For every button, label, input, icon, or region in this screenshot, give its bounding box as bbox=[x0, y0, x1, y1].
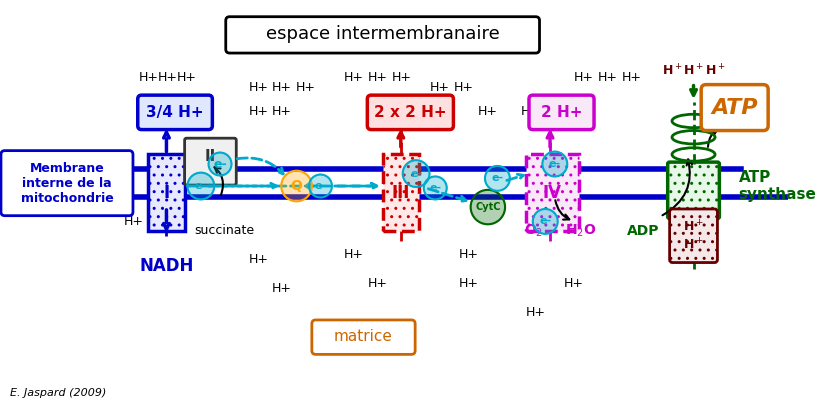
Text: H+: H+ bbox=[478, 105, 498, 118]
Circle shape bbox=[542, 152, 567, 176]
Circle shape bbox=[424, 176, 447, 199]
Text: ATP
synthase: ATP synthase bbox=[738, 170, 817, 202]
Text: H+: H+ bbox=[248, 105, 269, 118]
FancyBboxPatch shape bbox=[148, 154, 185, 231]
Text: H+: H+ bbox=[621, 71, 641, 84]
Text: H+: H+ bbox=[248, 81, 269, 94]
Text: H+: H+ bbox=[176, 71, 197, 84]
Text: H+: H+ bbox=[454, 81, 474, 94]
Circle shape bbox=[188, 173, 214, 199]
Text: H+: H+ bbox=[564, 277, 584, 290]
FancyBboxPatch shape bbox=[670, 209, 718, 263]
Text: H+: H+ bbox=[391, 71, 412, 84]
Text: H+: H+ bbox=[138, 71, 158, 84]
Text: e-: e- bbox=[410, 168, 422, 178]
Circle shape bbox=[281, 171, 311, 201]
FancyBboxPatch shape bbox=[701, 85, 768, 131]
Text: espace intermembranaire: espace intermembranaire bbox=[266, 25, 499, 43]
Text: Q: Q bbox=[291, 179, 302, 193]
FancyBboxPatch shape bbox=[138, 95, 213, 130]
Text: H$^+$H$^+$H$^+$: H$^+$H$^+$H$^+$ bbox=[662, 63, 725, 79]
Text: 2 H+: 2 H+ bbox=[541, 105, 583, 120]
Text: H+: H+ bbox=[296, 81, 316, 94]
FancyBboxPatch shape bbox=[1, 151, 133, 216]
FancyBboxPatch shape bbox=[526, 154, 578, 231]
Text: H+: H+ bbox=[272, 282, 293, 295]
FancyBboxPatch shape bbox=[185, 138, 236, 185]
Text: e-: e- bbox=[315, 181, 326, 191]
FancyBboxPatch shape bbox=[226, 17, 540, 53]
Text: E. Jaspard (2009): E. Jaspard (2009) bbox=[10, 388, 106, 398]
Text: H$^+$
H$^+$: H$^+$ H$^+$ bbox=[683, 219, 704, 252]
Text: ATP: ATP bbox=[711, 98, 758, 118]
Text: II: II bbox=[205, 149, 216, 164]
Text: H+: H+ bbox=[344, 249, 364, 261]
Text: matrice: matrice bbox=[334, 329, 393, 344]
Text: e-: e- bbox=[549, 159, 561, 169]
Text: H$_2$O: H$_2$O bbox=[565, 223, 597, 239]
Text: H+: H+ bbox=[368, 277, 388, 290]
Text: e-: e- bbox=[429, 183, 442, 193]
Text: H+: H+ bbox=[521, 105, 541, 118]
Text: CytC: CytC bbox=[475, 202, 501, 212]
Circle shape bbox=[485, 166, 510, 191]
Text: H+: H+ bbox=[344, 71, 364, 84]
Text: e-: e- bbox=[194, 181, 207, 191]
Text: H+: H+ bbox=[574, 71, 593, 84]
FancyBboxPatch shape bbox=[667, 162, 719, 219]
FancyBboxPatch shape bbox=[382, 154, 419, 231]
Circle shape bbox=[309, 175, 332, 198]
Text: NADH: NADH bbox=[139, 257, 194, 275]
Text: 2 x 2 H+: 2 x 2 H+ bbox=[374, 105, 447, 120]
Text: H+: H+ bbox=[157, 71, 177, 84]
Text: H+: H+ bbox=[272, 81, 293, 94]
Circle shape bbox=[471, 190, 505, 224]
Text: ADP: ADP bbox=[626, 224, 659, 238]
Text: IV: IV bbox=[543, 184, 562, 202]
Text: Membrane
interne de la
mitochondrie: Membrane interne de la mitochondrie bbox=[21, 162, 114, 205]
Text: O$_2$: O$_2$ bbox=[524, 223, 543, 239]
Text: e-: e- bbox=[539, 216, 551, 226]
Text: e-: e- bbox=[305, 181, 317, 191]
Text: H+: H+ bbox=[368, 71, 388, 84]
Text: 3/4 H+: 3/4 H+ bbox=[146, 105, 204, 120]
FancyBboxPatch shape bbox=[368, 95, 453, 130]
Text: H+: H+ bbox=[124, 215, 144, 228]
Text: H+: H+ bbox=[459, 277, 479, 290]
FancyBboxPatch shape bbox=[311, 320, 415, 354]
Circle shape bbox=[403, 160, 429, 187]
Text: H+: H+ bbox=[459, 249, 479, 261]
FancyBboxPatch shape bbox=[529, 95, 594, 130]
Text: H+: H+ bbox=[597, 71, 617, 84]
Text: H+: H+ bbox=[526, 306, 545, 319]
Text: H+: H+ bbox=[272, 105, 293, 118]
Text: I: I bbox=[163, 184, 170, 202]
Text: III: III bbox=[391, 184, 410, 202]
Circle shape bbox=[533, 209, 558, 234]
Text: H+: H+ bbox=[430, 81, 450, 94]
Circle shape bbox=[208, 153, 232, 176]
Text: succinate: succinate bbox=[194, 224, 255, 237]
Text: e-: e- bbox=[213, 158, 227, 171]
Text: H+: H+ bbox=[248, 253, 269, 266]
Text: e-: e- bbox=[491, 173, 503, 183]
